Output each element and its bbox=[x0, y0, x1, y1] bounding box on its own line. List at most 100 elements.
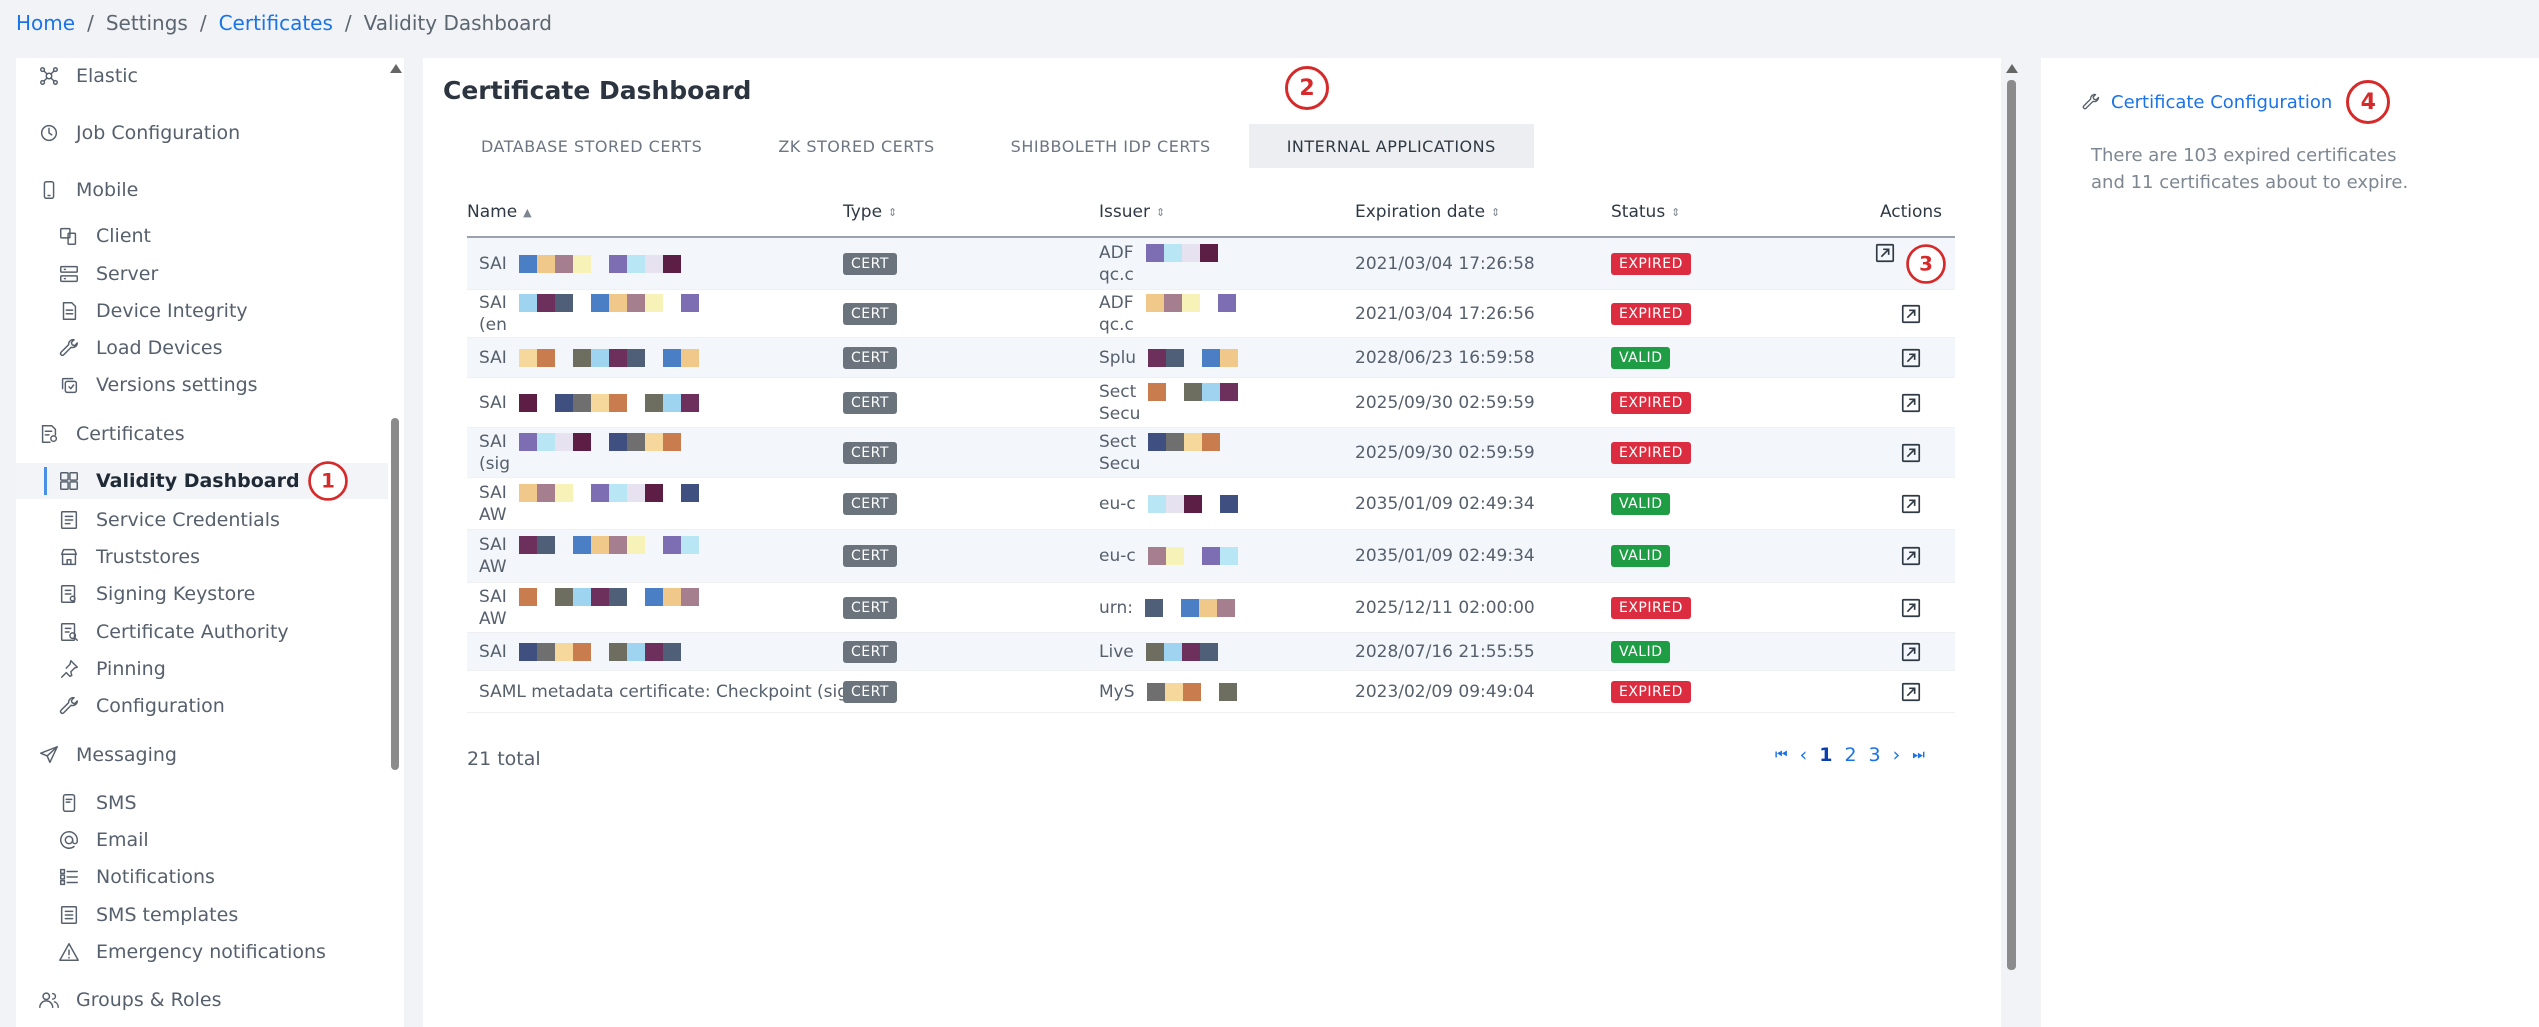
cell-type: CERT bbox=[843, 346, 1099, 369]
redaction-block bbox=[1163, 293, 1182, 312]
tab-internal-applications[interactable]: INTERNAL APPLICATIONS bbox=[1248, 124, 1534, 168]
previous-page-icon[interactable]: ‹ bbox=[1799, 744, 1808, 766]
sidebar-item-versions-settings[interactable]: Versions settings bbox=[16, 367, 388, 403]
open-external-icon[interactable] bbox=[1900, 303, 1922, 325]
certificate-name: SAI bbox=[479, 253, 507, 274]
table-row[interactable]: SAI (en CERT ADF qc.c 2021/03/04 17:26:56 EXPI… bbox=[467, 290, 1955, 338]
pagination: ⏮ ‹ 1 2 3 › ⏭ bbox=[1775, 744, 1925, 766]
sidebar-item-load-devices[interactable]: Load Devices bbox=[16, 330, 388, 366]
scroll-up-arrow-icon[interactable] bbox=[390, 64, 402, 73]
table-row[interactable]: SAI CERT Splu 2028/06/23 16:59:58 VALID bbox=[467, 338, 1955, 378]
cell-type: CERT bbox=[843, 492, 1099, 515]
cell-actions bbox=[1867, 392, 1955, 414]
main-scrollbar-thumb[interactable] bbox=[2007, 80, 2016, 970]
table-row[interactable]: SAML metadata certificate: Checkpoint (s… bbox=[467, 671, 1955, 713]
page-3-button[interactable]: 3 bbox=[1868, 744, 1881, 766]
breadcrumb-separator: / bbox=[344, 11, 352, 35]
redaction-block bbox=[662, 348, 681, 367]
tab-shibboleth-idp-certs[interactable]: SHIBBOLETH IDP CERTS bbox=[1010, 136, 1211, 156]
open-external-icon[interactable] bbox=[1900, 392, 1922, 414]
table-row[interactable]: SAI CERT Sect Secu 2025/09/30 02:59:59 EXPIRE… bbox=[467, 378, 1955, 428]
sidebar-item-email[interactable]: Email bbox=[16, 822, 388, 858]
sidebar-item-server[interactable]: Server bbox=[16, 256, 388, 292]
open-external-icon[interactable] bbox=[1900, 597, 1922, 619]
cell-status: VALID bbox=[1611, 640, 1867, 663]
open-external-icon[interactable] bbox=[1900, 641, 1922, 663]
column-header-expiration[interactable]: Expiration date ⇕ bbox=[1355, 202, 1611, 222]
breadcrumb-certificates-link[interactable]: Certificates bbox=[218, 11, 333, 35]
cell-status: EXPIRED bbox=[1611, 302, 1867, 325]
breadcrumb-home-link[interactable]: Home bbox=[16, 11, 76, 35]
sidebar-item-mobile[interactable]: Mobile bbox=[16, 172, 388, 208]
scroll-up-arrow-icon[interactable] bbox=[2006, 64, 2018, 73]
sidebar-item-label: Certificates bbox=[76, 423, 185, 445]
sidebar-item-validity-dashboard[interactable]: Validity Dashboard 1 bbox=[16, 461, 388, 501]
first-page-icon[interactable]: ⏮ bbox=[1775, 747, 1788, 763]
sidebar-scrollbar[interactable] bbox=[388, 58, 404, 1027]
sidebar-item-label: Service Credentials bbox=[96, 509, 280, 531]
next-page-icon[interactable]: › bbox=[1892, 744, 1901, 766]
main-scrollbar[interactable] bbox=[2004, 58, 2020, 1027]
table-row[interactable]: SAI (sig CERT Sect Secu 2025/09/30 02:59:59 EX… bbox=[467, 428, 1955, 478]
type-badge: CERT bbox=[843, 391, 897, 414]
redaction-block bbox=[1166, 432, 1185, 451]
open-external-icon[interactable] bbox=[1900, 347, 1922, 369]
last-page-icon[interactable]: ⏭ bbox=[1912, 747, 1925, 763]
sidebar-item-certificate-authority[interactable]: Certificate Authority bbox=[16, 614, 388, 650]
expiration-date: 2035/01/09 02:49:34 bbox=[1355, 546, 1535, 566]
tab-zk-stored-certs[interactable]: ZK STORED CERTS bbox=[778, 136, 935, 156]
status-badge: EXPIRED bbox=[1611, 302, 1691, 325]
open-external-icon[interactable] bbox=[1900, 545, 1922, 567]
sidebar-item-groups-roles[interactable]: Groups & Roles bbox=[16, 982, 388, 1018]
cell-status: VALID bbox=[1611, 492, 1867, 515]
table-row[interactable]: SAI CERT Live 2028/07/16 21:55:55 VALID bbox=[467, 633, 1955, 671]
column-header-type[interactable]: Type ⇕ bbox=[843, 202, 1099, 222]
sidebar-item-client[interactable]: Client bbox=[16, 218, 388, 254]
open-external-icon[interactable] bbox=[1874, 242, 1896, 264]
sidebar-item-elastic[interactable]: Elastic bbox=[16, 58, 388, 94]
open-external-icon[interactable] bbox=[1900, 493, 1922, 515]
redaction-block bbox=[590, 348, 609, 367]
table-row[interactable]: SAI AW CERT urn: 2025/12/11 02:00:00 EXPIRED bbox=[467, 583, 1955, 633]
issuer: Live bbox=[1099, 641, 1134, 662]
sidebar-item-label: Client bbox=[96, 225, 152, 247]
redaction-block bbox=[536, 483, 555, 502]
redaction-block bbox=[554, 483, 573, 502]
sidebar-item-sms[interactable]: SMS bbox=[16, 785, 388, 821]
expiration-date: 2021/03/04 17:26:58 bbox=[1355, 253, 1535, 274]
redaction-block bbox=[518, 293, 537, 312]
sidebar-item-configuration[interactable]: Configuration bbox=[16, 688, 388, 724]
certificate-configuration-link[interactable]: Certificate Configuration 4 bbox=[2081, 80, 2391, 124]
page-1-button[interactable]: 1 bbox=[1819, 744, 1833, 766]
sidebar-scrollbar-thumb[interactable] bbox=[391, 418, 399, 770]
sidebar-item-device-integrity[interactable]: Device Integrity bbox=[16, 293, 388, 329]
breadcrumb-separator: / bbox=[199, 11, 207, 35]
certificate-name-line2: AW bbox=[479, 608, 507, 629]
sidebar-item-notifications[interactable]: Notifications bbox=[16, 859, 388, 895]
redaction-block bbox=[518, 587, 537, 606]
sidebar-item-pinning[interactable]: Pinning bbox=[16, 651, 388, 687]
sidebar-item-signing-keystore[interactable]: Signing Keystore bbox=[16, 576, 388, 612]
sidebar-item-service-credentials[interactable]: Service Credentials bbox=[16, 502, 388, 538]
open-external-icon[interactable] bbox=[1900, 681, 1922, 703]
sidebar-item-emergency-notifications[interactable]: Emergency notifications bbox=[16, 934, 388, 970]
sidebar-item-certificates[interactable]: Certificates bbox=[16, 416, 388, 452]
table-row[interactable]: SAI AW CERT eu-c 2035/01/09 02:49:34 VALID bbox=[467, 530, 1955, 583]
column-header-status[interactable]: Status ⇕ bbox=[1611, 202, 1867, 222]
sidebar-item-job-configuration[interactable]: Job Configuration bbox=[16, 115, 388, 151]
sidebar-item-sms-templates[interactable]: SMS templates bbox=[16, 897, 388, 933]
cell-actions bbox=[1867, 641, 1955, 663]
sidebar-item-messaging[interactable]: Messaging bbox=[16, 737, 388, 773]
cell-name: SAI bbox=[467, 392, 843, 414]
column-header-name[interactable]: Name ▲ bbox=[467, 202, 843, 222]
sidebar-item-truststores[interactable]: Truststores bbox=[16, 539, 388, 575]
redaction-block bbox=[1145, 293, 1164, 312]
page-2-button[interactable]: 2 bbox=[1844, 744, 1857, 766]
redaction-block bbox=[680, 587, 699, 606]
table-row[interactable]: SAI AW CERT eu-c 2035/01/09 02:49:34 VALID bbox=[467, 478, 1955, 530]
redaction-block bbox=[1166, 348, 1185, 367]
open-external-icon[interactable] bbox=[1900, 442, 1922, 464]
table-row[interactable]: SAI CERT ADF qc.c 2021/03/04 17:26:58 EXPIRED… bbox=[467, 238, 1955, 290]
tab-database-stored-certs[interactable]: DATABASE STORED CERTS bbox=[481, 136, 703, 156]
column-header-issuer[interactable]: Issuer ⇕ bbox=[1099, 202, 1355, 222]
